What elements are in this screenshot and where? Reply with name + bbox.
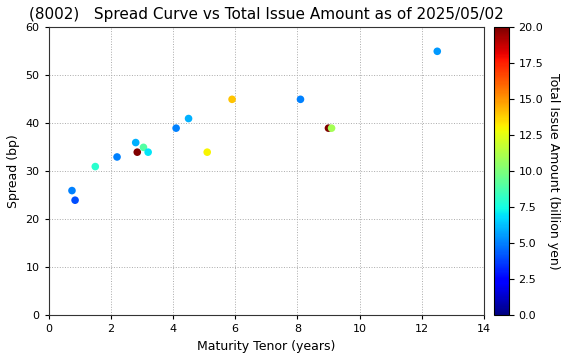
Y-axis label: Spread (bp): Spread (bp) <box>7 135 20 208</box>
Point <box>67 188 77 193</box>
Point <box>184 116 193 121</box>
Point <box>296 96 305 102</box>
Point <box>202 149 212 155</box>
Point <box>139 144 148 150</box>
Title: (8002)   Spread Curve vs Total Issue Amount as of 2025/05/02: (8002) Spread Curve vs Total Issue Amoun… <box>29 7 503 22</box>
Y-axis label: Total Issue Amount (billion yen): Total Issue Amount (billion yen) <box>547 73 560 270</box>
Point <box>131 140 140 145</box>
Point <box>90 164 100 170</box>
Point <box>133 149 142 155</box>
Point <box>433 48 442 54</box>
X-axis label: Maturity Tenor (years): Maturity Tenor (years) <box>197 340 335 353</box>
Point <box>227 96 237 102</box>
Point <box>70 197 79 203</box>
Point <box>324 125 333 131</box>
Point <box>143 149 153 155</box>
Point <box>172 125 181 131</box>
Point <box>113 154 122 160</box>
Point <box>327 125 336 131</box>
